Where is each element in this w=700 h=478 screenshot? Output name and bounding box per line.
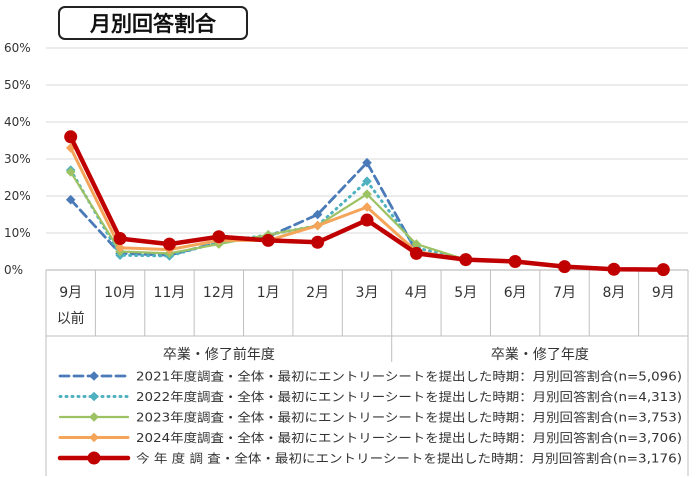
data-point — [115, 243, 125, 253]
x-tick-label: 9月 — [59, 285, 82, 301]
data-point — [508, 254, 522, 268]
data-point — [311, 235, 325, 249]
y-tick-label: 60% — [4, 41, 31, 55]
x-tick-label: 4月 — [405, 285, 428, 301]
legend-label: 2022年度調査・全体・最初にエントリーシートを提出した時期：月別回答割合(n=… — [136, 389, 682, 404]
data-point — [65, 167, 76, 177]
legend-label: 今 年 度 調 査・全体・最初にエントリーシートを提出した時期：月別回答割合(n… — [136, 451, 682, 466]
x-tick-label: 1月 — [257, 285, 280, 301]
data-point — [459, 253, 473, 267]
x-tick-label: 7月 — [553, 285, 576, 301]
y-tick-label: 40% — [4, 115, 31, 129]
data-point — [360, 213, 374, 227]
series-5 — [64, 130, 670, 277]
x-tick-label: 11月 — [154, 285, 186, 301]
y-tick-label: 30% — [4, 152, 31, 166]
data-point — [362, 176, 372, 186]
data-point — [261, 233, 275, 247]
x-tick-label: 2月 — [306, 285, 329, 301]
x-tick-label: 10月 — [104, 285, 136, 301]
data-point — [162, 237, 176, 251]
y-tick-label: 50% — [4, 78, 31, 92]
x-tick-label: 6月 — [504, 285, 527, 301]
y-tick-label: 0% — [4, 263, 23, 277]
group-label: 卒業・修了前年度 — [163, 346, 275, 363]
y-tick-label: 20% — [4, 189, 31, 203]
data-point — [362, 189, 372, 199]
x-tick-sublabel: 以前 — [57, 310, 85, 327]
x-tick-label: 3月 — [356, 285, 379, 301]
legend-marker — [89, 412, 99, 422]
data-point — [64, 130, 78, 144]
data-point — [607, 262, 621, 276]
y-tick-label: 10% — [4, 226, 31, 240]
legend-marker — [89, 371, 99, 381]
x-tick-label: 9月 — [652, 285, 675, 301]
data-point — [312, 209, 323, 220]
data-point — [656, 263, 670, 277]
x-tick-label: 8月 — [602, 285, 625, 301]
chart-title: 月別回答割合 — [58, 6, 248, 40]
legend-marker — [89, 432, 99, 443]
legend-label: 2024年度調査・全体・最初にエントリーシートを提出した時期：月別回答割合(n=… — [136, 430, 682, 445]
data-point — [411, 239, 422, 249]
data-point — [113, 232, 127, 246]
data-point — [362, 202, 372, 212]
data-point — [409, 246, 423, 260]
x-tick-label: 5月 — [454, 285, 477, 301]
data-point — [212, 230, 226, 244]
x-tick-label: 12月 — [203, 285, 235, 301]
data-point — [362, 157, 372, 168]
legend-marker — [87, 451, 101, 465]
group-label: 卒業・修了年度 — [491, 347, 589, 363]
data-point — [65, 194, 76, 205]
data-point — [558, 260, 572, 274]
legend-label: 2023年度調査・全体・最初にエントリーシートを提出した時期：月別回答割合(n=… — [136, 410, 682, 425]
legend-label: 2021年度調査・全体・最初にエントリーシートを提出した時期：月別回答割合(n=… — [136, 369, 682, 384]
legend-marker — [89, 391, 99, 402]
data-point — [312, 220, 323, 231]
